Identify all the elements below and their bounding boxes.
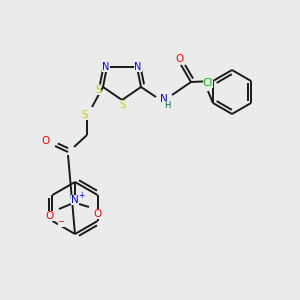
Text: N: N <box>134 62 142 72</box>
Text: N: N <box>71 195 79 205</box>
Text: N: N <box>160 94 168 104</box>
Text: O: O <box>93 209 101 219</box>
Text: N: N <box>102 62 110 72</box>
Text: O: O <box>175 54 183 64</box>
Text: +: + <box>78 190 84 200</box>
Text: O: O <box>42 136 50 146</box>
Text: O: O <box>46 211 54 221</box>
Text: S: S <box>119 100 125 110</box>
Text: −: − <box>58 218 64 226</box>
Text: Cl: Cl <box>203 78 213 88</box>
Text: S: S <box>95 85 101 95</box>
Text: S: S <box>82 110 88 120</box>
Text: H: H <box>164 100 170 109</box>
